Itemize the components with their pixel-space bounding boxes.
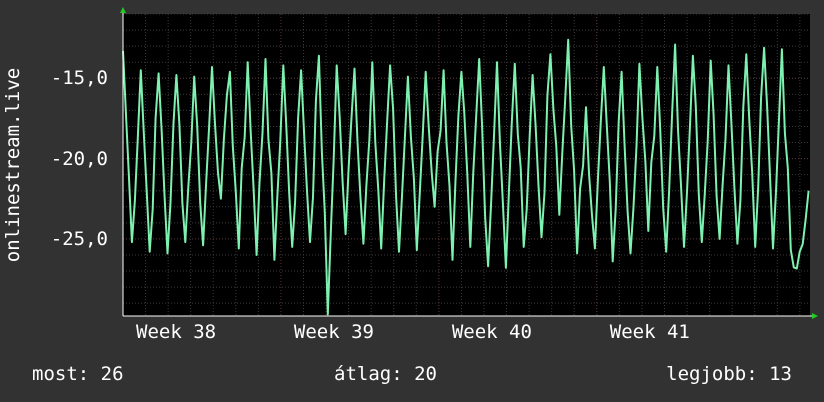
x-tick-label: Week 40 bbox=[451, 321, 532, 343]
x-tick-label: Week 39 bbox=[293, 321, 374, 343]
y-tick-label: -15,0 bbox=[50, 67, 108, 90]
y-axis-arrow bbox=[120, 7, 126, 13]
y-tick-label: -20,0 bbox=[50, 147, 108, 170]
x-tick-label: Week 41 bbox=[609, 321, 690, 343]
grid bbox=[122, 13, 810, 316]
average-value: átlag: 20 bbox=[334, 363, 437, 385]
current-value: most: 26 bbox=[32, 363, 124, 385]
series-line bbox=[122, 38, 810, 316]
x-axis-arrow bbox=[812, 313, 818, 319]
x-tick-label: Week 38 bbox=[136, 321, 217, 343]
y-axis-label: onlinestream.live bbox=[0, 14, 26, 316]
y-axis-label-text: onlinestream.live bbox=[2, 67, 24, 263]
y-tick-label: -25,0 bbox=[50, 227, 108, 250]
best-value: legjobb: 13 bbox=[666, 363, 792, 385]
